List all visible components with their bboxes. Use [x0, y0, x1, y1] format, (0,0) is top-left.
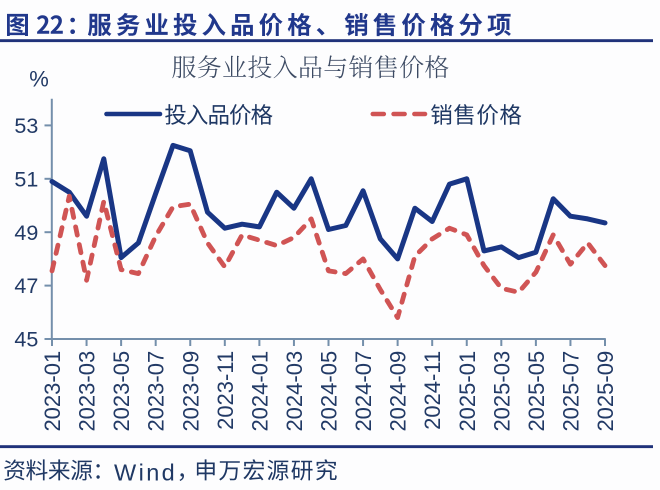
svg-text:2025-01: 2025-01: [455, 351, 480, 432]
svg-text:45: 45: [14, 328, 38, 352]
svg-text:%: %: [29, 66, 49, 91]
svg-text:2023-07: 2023-07: [144, 351, 169, 432]
svg-text:2024-09: 2024-09: [386, 351, 411, 432]
svg-text:2023-05: 2023-05: [109, 351, 134, 432]
svg-text:2025-09: 2025-09: [593, 351, 618, 432]
svg-text:49: 49: [14, 221, 38, 245]
svg-text:2024-01: 2024-01: [247, 351, 272, 432]
svg-text:2023-03: 2023-03: [75, 351, 100, 432]
svg-text:2024-03: 2024-03: [282, 351, 307, 432]
svg-text:2023-09: 2023-09: [178, 351, 203, 432]
svg-text:2024-07: 2024-07: [351, 351, 376, 432]
svg-text:2024-05: 2024-05: [317, 351, 342, 432]
svg-text:2025-03: 2025-03: [489, 351, 514, 432]
svg-text:2023-11: 2023-11: [213, 351, 238, 430]
svg-text:51: 51: [14, 167, 38, 191]
svg-text:2025-07: 2025-07: [558, 351, 583, 432]
svg-text:47: 47: [14, 274, 38, 298]
svg-text:2025-05: 2025-05: [524, 351, 549, 432]
svg-text:2024-11: 2024-11: [420, 351, 445, 430]
svg-text:2023-01: 2023-01: [40, 351, 65, 432]
svg-text:53: 53: [14, 114, 38, 138]
svg-text:Wind: Wind: [114, 459, 177, 485]
